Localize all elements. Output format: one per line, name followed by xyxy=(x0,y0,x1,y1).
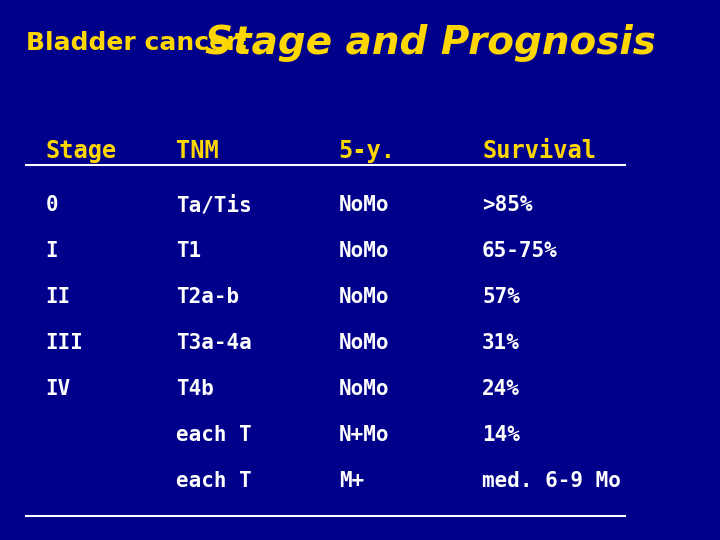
Text: NoMo: NoMo xyxy=(338,379,390,399)
Text: TNM: TNM xyxy=(176,139,219,163)
Text: NoMo: NoMo xyxy=(338,333,390,353)
Text: IV: IV xyxy=(45,379,71,399)
Text: 65-75%: 65-75% xyxy=(482,241,558,261)
Text: NoMo: NoMo xyxy=(338,195,390,215)
Text: III: III xyxy=(45,333,84,353)
Text: I: I xyxy=(45,241,58,261)
Text: 24%: 24% xyxy=(482,379,520,399)
Text: N+Mo: N+Mo xyxy=(338,424,390,445)
Text: 14%: 14% xyxy=(482,424,520,445)
Text: T4b: T4b xyxy=(176,379,214,399)
Text: >85%: >85% xyxy=(482,195,533,215)
Text: NoMo: NoMo xyxy=(338,287,390,307)
Text: T1: T1 xyxy=(176,241,201,261)
Text: med. 6-9 Mo: med. 6-9 Mo xyxy=(482,470,621,491)
Text: Stage and Prognosis: Stage and Prognosis xyxy=(205,24,656,62)
Text: NoMo: NoMo xyxy=(338,241,390,261)
Text: 57%: 57% xyxy=(482,287,520,307)
Text: Stage: Stage xyxy=(45,139,117,163)
Text: 0: 0 xyxy=(45,195,58,215)
Text: each T: each T xyxy=(176,424,251,445)
Text: Bladder cancer:: Bladder cancer: xyxy=(26,31,257,55)
Text: 31%: 31% xyxy=(482,333,520,353)
Text: 5-y.: 5-y. xyxy=(338,139,396,163)
Text: II: II xyxy=(45,287,71,307)
Text: T3a-4a: T3a-4a xyxy=(176,333,251,353)
Text: Ta/Tis: Ta/Tis xyxy=(176,195,251,215)
Text: Survival: Survival xyxy=(482,139,596,163)
Text: M+: M+ xyxy=(338,470,364,491)
Text: each T: each T xyxy=(176,470,251,491)
Text: T2a-b: T2a-b xyxy=(176,287,239,307)
